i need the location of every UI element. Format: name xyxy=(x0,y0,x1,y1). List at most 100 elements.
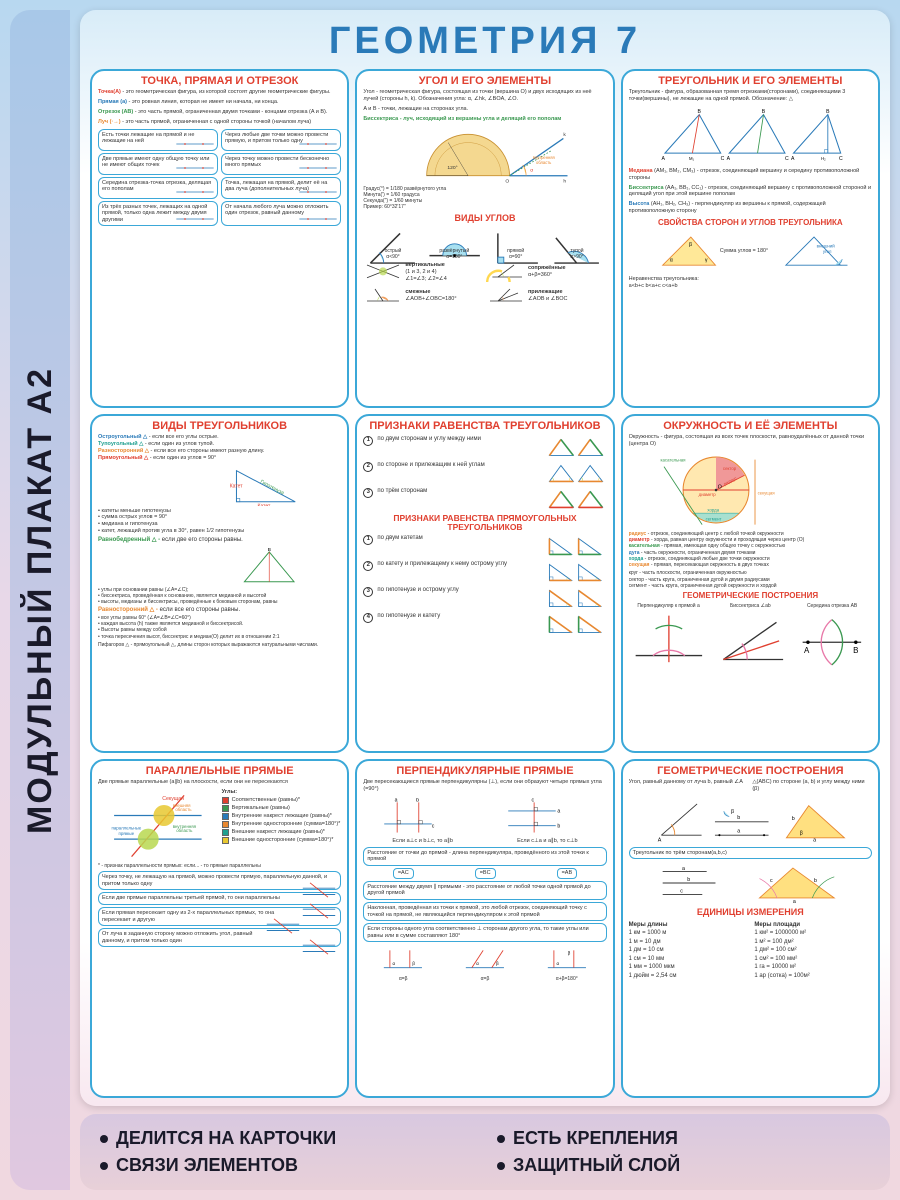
card-parallel: ПАРАЛЛЕЛЬНЫЕ ПРЯМЫЕ Две прямые параллель… xyxy=(90,759,349,1098)
svg-text:a: a xyxy=(737,828,740,834)
perp-rule-1: Если a⊥c и b⊥c, то a∥b xyxy=(392,838,452,845)
svg-text:a: a xyxy=(557,809,560,815)
legend-item: Вертикальные (равны) xyxy=(222,805,342,812)
card-body: Угол - геометрическая фигура, состоящая … xyxy=(363,89,606,402)
svg-text:область: область xyxy=(176,828,193,833)
svg-text:α: α xyxy=(531,168,534,173)
card-body: Угол, равный данному от луча b, равный ∠… xyxy=(629,779,872,1092)
bullet-item: СВЯЗИ ЭЛЕМЕНТОВ xyxy=(100,1155,473,1176)
sub-title: ВИДЫ УГЛОВ xyxy=(363,213,606,224)
tri-def: Треугольник - фигура, образованная тремя… xyxy=(629,89,872,103)
card-grid: ТОЧКА, ПРЯМАЯ И ОТРЕЗОК Точка(A) - это г… xyxy=(90,69,880,1098)
card-title: ТРЕУГОЛЬНИК И ЕГО ЭЛЕМЕНТЫ xyxy=(629,75,872,87)
card-title: ПАРАЛЛЕЛЬНЫЕ ПРЯМЫЕ xyxy=(98,765,341,777)
card-triangle: ТРЕУГОЛЬНИК И ЕГО ЭЛЕМЕНТЫ Треугольник -… xyxy=(621,69,880,408)
legend-title: Углы: xyxy=(222,789,342,796)
angle-def2: A и B - точки, лежащие на сторонах угла. xyxy=(363,106,606,113)
angle-def: Угол - геометрическая фигура, состоящая … xyxy=(363,89,606,103)
parallel-rule: Через точку, не лежащую на прямой, можно… xyxy=(98,871,341,890)
prop-item: • точка пересечения высот, биссектрис и … xyxy=(98,634,341,640)
angle-type: прямойα=90° xyxy=(486,226,545,261)
bullet-text: ДЕЛИТСЯ НА КАРТОЧКИ xyxy=(116,1128,336,1149)
eq-box: =AB xyxy=(557,868,578,879)
parallel-diagram: Секущая параллельные прямые внешняя обла… xyxy=(98,791,218,861)
sub-title: ЕДИНИЦЫ ИЗМЕРЕНИЯ xyxy=(629,907,872,918)
card-body: 1по двум сторонам и углу между ними2по с… xyxy=(363,434,606,747)
bisector-def: Биссектриса - луч, исходящий из вершины … xyxy=(363,116,561,122)
svg-text:b: b xyxy=(737,815,740,821)
sub-title: СВОЙСТВА СТОРОН И УГЛОВ ТРЕУГОЛЬНИКА xyxy=(629,218,872,228)
eq-box: =AC xyxy=(393,868,414,879)
rt-congruence-item: 3по гипотенузе и острому углу xyxy=(363,587,606,611)
svg-text:H₂: H₂ xyxy=(821,156,826,161)
svg-text:β: β xyxy=(496,961,499,966)
unit-row: 1 ар (сотка) = 100м² xyxy=(754,973,872,981)
sub-title: ГЕОМЕТРИЧЕСКИЕ ПОСТРОЕНИЯ xyxy=(629,591,872,601)
prop-item: • катет, лежащий против угла в 30°, раве… xyxy=(98,528,341,535)
perp-def: Две пересекающиеся прямые перпендикулярн… xyxy=(363,779,606,793)
svg-text:B: B xyxy=(853,646,858,655)
cons-item-2: Треугольник по трём сторонам(a,b,c) xyxy=(629,847,872,860)
svg-text:внешний: внешний xyxy=(816,244,835,249)
svg-text:прямые: прямые xyxy=(118,831,134,836)
card-title: ТОЧКА, ПРЯМАЯ И ОТРЕЗОК xyxy=(98,75,341,87)
area-title: Меры площади xyxy=(754,922,872,930)
card-congruence: ПРИЗНАКИ РАВЕНСТВА ТРЕУГОЛЬНИКОВ 1по дву… xyxy=(355,414,614,753)
svg-text:c: c xyxy=(680,889,683,895)
svg-text:α: α xyxy=(669,258,672,264)
case-2: αβα=β xyxy=(445,946,525,972)
angle-pair: смежные∠AOB+∠OBC=180° xyxy=(363,285,484,307)
card-body: Две прямые параллельные (a∥b) на плоскос… xyxy=(98,779,341,1092)
congruence-item: 3по трём сторонам xyxy=(363,488,606,512)
svg-text:B: B xyxy=(761,109,765,115)
construction: Биссектриса ∠ab xyxy=(710,603,790,647)
svg-text:Катет: Катет xyxy=(230,483,243,489)
svg-text:c: c xyxy=(531,798,534,803)
svg-text:A: A xyxy=(791,156,795,162)
definition: Отрезок (AB) - это часть прямой, огранич… xyxy=(98,109,341,116)
circle-diagram: O касательная сектор радиус диаметр хорд… xyxy=(629,451,872,529)
angle-pair: сопряжённыеα+β=360° xyxy=(486,261,607,283)
congruence-item: 2по стороне и прилежащим к ней углам xyxy=(363,462,606,486)
svg-text:α: α xyxy=(556,961,559,966)
tri-props-diagram: αβγ Сумма углов = 180° внешний угол xyxy=(629,230,872,274)
tri-element: Биссектриса (AA₁, BB₁, CC₁) - отрезок, с… xyxy=(629,185,872,199)
protractor-diagram: 120° α k h O внутренняя область xyxy=(363,126,606,184)
svg-text:B: B xyxy=(268,547,272,553)
svg-text:параллельные: параллельные xyxy=(111,825,141,830)
perp-diag-2: abc xyxy=(487,798,607,836)
angle-pair: вертикальные(1 и 3, 2 и 4)∠1=∠3; ∠2=∠4 xyxy=(363,261,484,283)
svg-text:β: β xyxy=(731,809,734,815)
card-title: ПЕРПЕНДИКУЛЯРНЫЕ ПРЯМЫЕ xyxy=(363,765,606,777)
circle-element: секущая - прямая, пересекающая окружност… xyxy=(629,562,872,568)
svg-text:a: a xyxy=(813,837,816,843)
incl-def: Наклонная, проведённая из точки к прямой… xyxy=(363,902,606,921)
circle-extra: сегмент - часть круга, ограниченная дуго… xyxy=(629,583,872,589)
card-title: ГЕОМЕТРИЧЕСКИЕ ПОСТРОЕНИЯ xyxy=(629,765,872,777)
svg-text:β: β xyxy=(689,242,692,248)
card-point-line-segment: ТОЧКА, ПРЯМАЯ И ОТРЕЗОК Точка(A) - это г… xyxy=(90,69,349,408)
units-table: Меры длины 1 км = 1000 м1 м = 10 дм1 дм … xyxy=(629,921,872,982)
right-triangle-diagram: Катет Катет Гипотенуза xyxy=(98,464,341,506)
case-3: αβα+β=180° xyxy=(527,946,607,972)
bullet-icon xyxy=(497,1162,505,1170)
svg-text:c: c xyxy=(432,823,435,829)
unit-row: 1 дм² = 100 см² xyxy=(754,947,872,955)
card-title: ВИДЫ ТРЕУГОЛЬНИКОВ xyxy=(98,420,341,432)
eq-text: если все его стороны равны. xyxy=(160,607,241,613)
svg-text:β: β xyxy=(568,951,571,956)
iso-title: Равнобедренный △ - xyxy=(98,537,160,543)
legend-item: Внешние накрест лежащие (равны)* xyxy=(222,829,342,836)
svg-text:касательная: касательная xyxy=(660,457,686,462)
svg-text:Сумма углов = 180°: Сумма углов = 180° xyxy=(720,248,768,254)
bullet-item: ЗАЩИТНЫЙ СЛОЙ xyxy=(497,1155,870,1176)
svg-text:A: A xyxy=(661,156,665,162)
rule-box: Через точку можно провести бесконечно мн… xyxy=(221,153,341,175)
unit-row: 1 км² = 1000000 м² xyxy=(754,930,872,938)
angle-type: развёрнутыйα=180° xyxy=(425,226,484,261)
svg-text:b: b xyxy=(791,816,794,822)
card-body: Треугольник - фигура, образованная тремя… xyxy=(629,89,872,402)
sub-title: ПРИЗНАКИ РАВЕНСТВА ПРЯМОУГОЛЬНЫХ ТРЕУГОЛ… xyxy=(363,514,606,533)
legend-item: Внутренние односторонние (сумма=180°)* xyxy=(222,821,342,828)
card-title: УГОЛ И ЕГО ЭЛЕМЕНТЫ xyxy=(363,75,606,87)
